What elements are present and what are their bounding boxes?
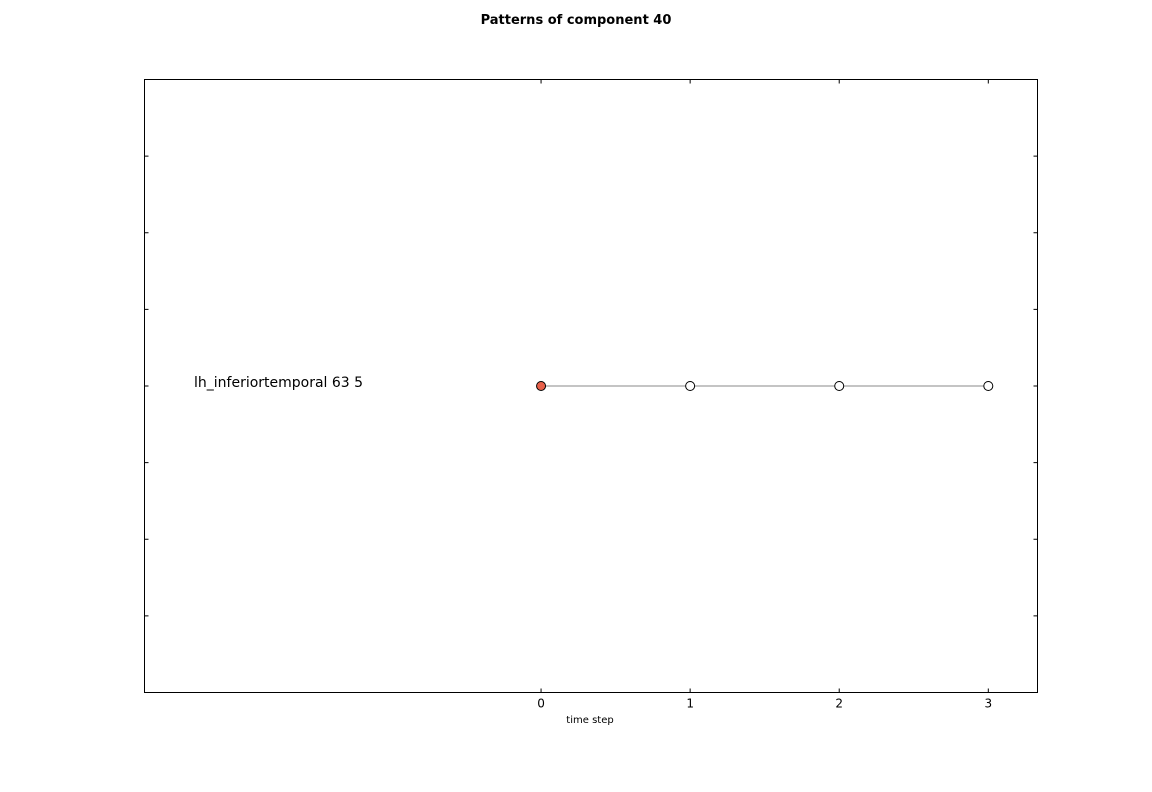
x-tick-label: 3 xyxy=(984,697,992,711)
data-point xyxy=(834,381,845,391)
x-ticks: 0 1 2 3 xyxy=(537,79,992,711)
x-axis-label: time step xyxy=(566,715,613,726)
data-point xyxy=(536,381,547,391)
chart-title: Patterns of component 40 xyxy=(480,13,672,28)
data-point xyxy=(685,381,696,391)
x-tick-label: 1 xyxy=(686,697,694,711)
x-tick-label: 2 xyxy=(835,697,843,711)
row-label: lh_inferiortemporal 63 5 xyxy=(194,375,363,391)
data-point xyxy=(983,381,994,391)
series-group: lh_inferiortemporal 63 5 xyxy=(194,375,994,391)
x-tick-label: 0 xyxy=(537,697,545,711)
y-ticks xyxy=(144,155,1038,617)
